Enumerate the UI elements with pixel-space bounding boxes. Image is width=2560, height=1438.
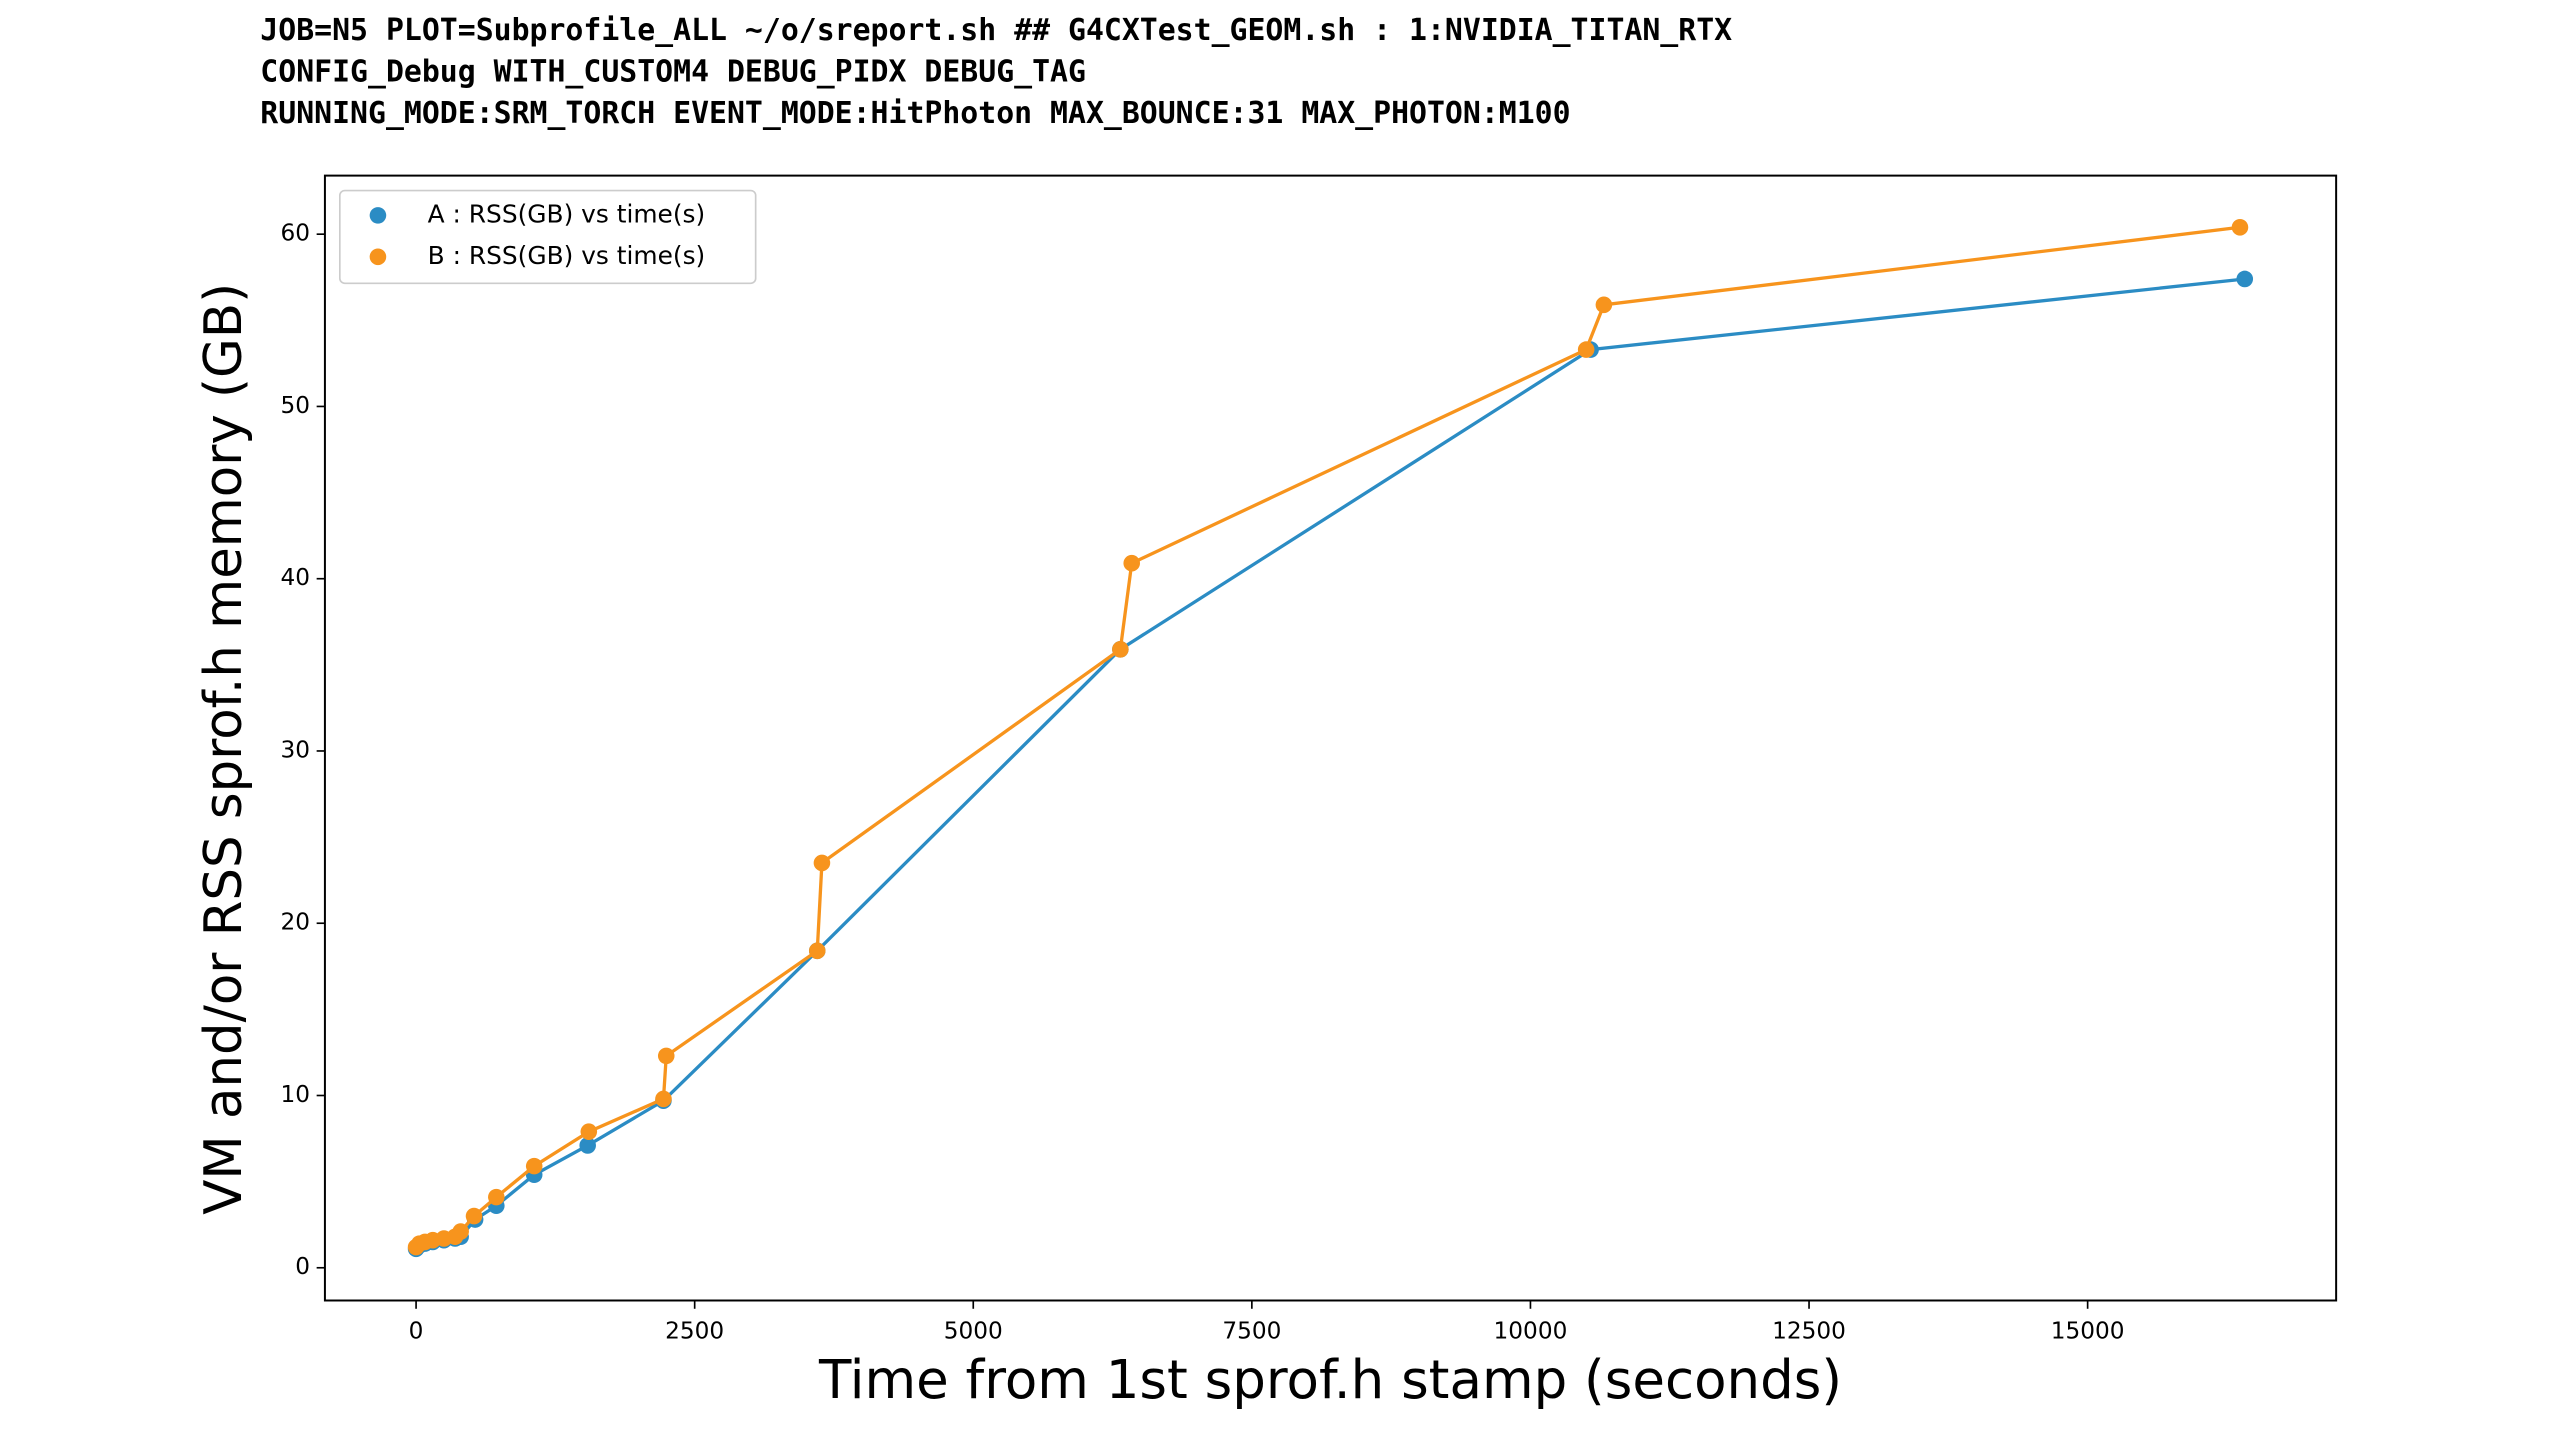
x-tick-label: 15000 — [2051, 1317, 2125, 1344]
data-point — [2231, 219, 2249, 236]
y-tick-label: 0 — [295, 1253, 310, 1280]
data-point — [655, 1090, 672, 1108]
y-tick-label: 30 — [280, 736, 310, 763]
x-tick-label: 12500 — [1772, 1317, 1846, 1344]
title-line: RUNNING_MODE:SRM_TORCH EVENT_MODE:HitPho… — [260, 96, 1570, 131]
data-point — [580, 1123, 598, 1140]
legend-marker — [369, 248, 387, 266]
x-tick-label: 7500 — [1222, 1317, 1281, 1344]
y-tick-label: 40 — [280, 564, 310, 591]
legend-box — [339, 189, 757, 285]
x-tick-label: 0 — [409, 1317, 424, 1344]
data-point — [1595, 296, 1613, 314]
y-axis-label: VM and/or RSS sprof.h memory (GB) — [194, 283, 254, 1215]
x-axis-label: Time from 1st sprof.h stamp (seconds) — [818, 1349, 1842, 1411]
data-point — [579, 1137, 596, 1154]
data-point — [525, 1157, 543, 1175]
y-tick-label: 50 — [280, 392, 310, 419]
y-tick-label: 60 — [280, 220, 310, 247]
data-point — [488, 1188, 505, 1206]
y-tick-label: 10 — [280, 1081, 310, 1108]
x-tick-label: 10000 — [1494, 1317, 1568, 1344]
y-tick-label: 20 — [280, 909, 310, 936]
title-line: CONFIG_Debug WITH_CUSTOM4 DEBUG_PIDX DEB… — [260, 54, 1086, 89]
data-point — [465, 1207, 483, 1225]
legend-label: B : RSS(GB) vs time(s) — [428, 241, 706, 270]
data-point — [2236, 270, 2254, 288]
x-tick-label: 5000 — [944, 1317, 1003, 1344]
x-tick-label: 2500 — [665, 1317, 724, 1344]
data-point — [1577, 341, 1595, 358]
data-point — [657, 1047, 675, 1065]
data-point — [452, 1223, 469, 1240]
data-point — [808, 942, 826, 960]
plot-frame — [323, 174, 2338, 1302]
title-line: JOB=N5 PLOT=Subprofile_ALL ~/o/sreport.s… — [260, 13, 1732, 48]
data-point — [1123, 554, 1141, 572]
legend-label: A : RSS(GB) vs time(s) — [428, 199, 706, 228]
legend-marker — [369, 207, 387, 224]
data-point — [1112, 641, 1129, 658]
data-point — [813, 854, 831, 872]
